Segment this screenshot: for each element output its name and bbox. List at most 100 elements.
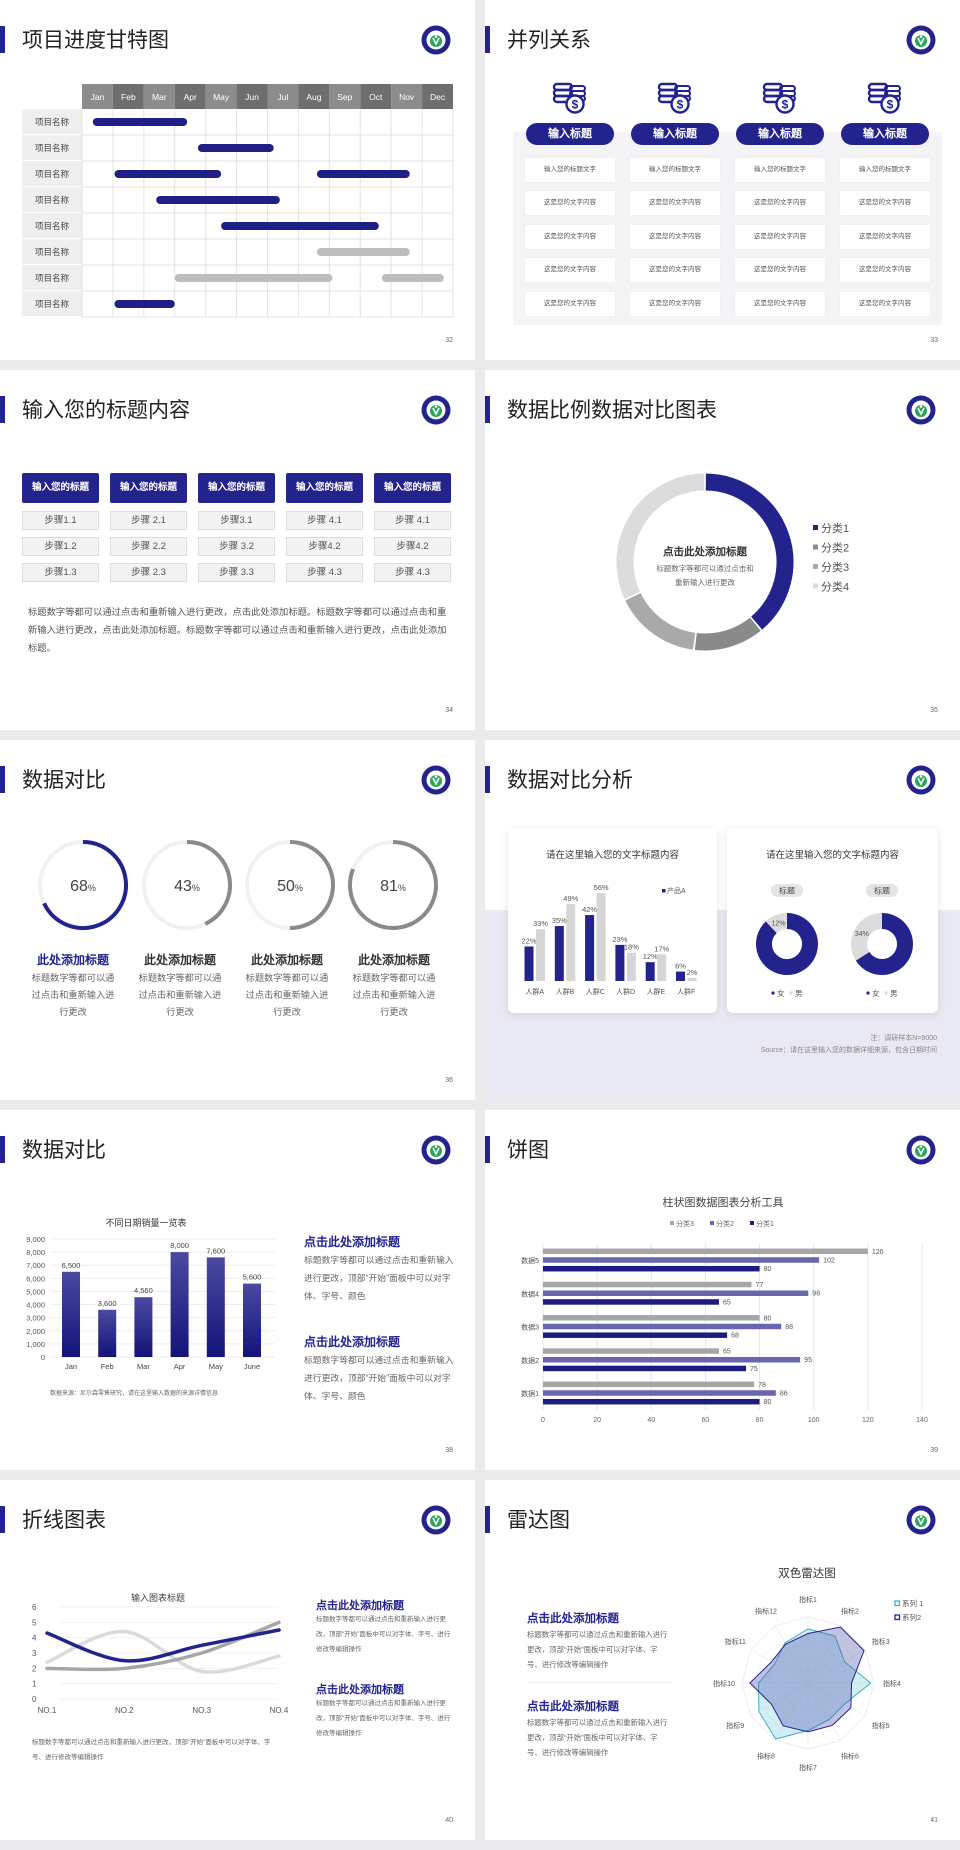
slide-title: 折线图表 — [22, 1509, 106, 1532]
x-tick-label: 20 — [593, 1417, 601, 1424]
item-title: 此处添加标题 — [143, 953, 216, 967]
school-emblem-logo — [421, 25, 451, 55]
bar — [543, 1290, 809, 1296]
page-number: 34 — [445, 707, 453, 714]
legend-label: 分类2 — [716, 1219, 734, 1228]
month-header-cell — [422, 84, 453, 109]
bar-value-label: 95 — [804, 1357, 812, 1364]
donut-chart: 分类1 分类2 分类3 分类4 — [616, 473, 849, 651]
bar-value-label: 80 — [764, 1315, 772, 1322]
ring-progress — [289, 840, 335, 930]
bar — [243, 1283, 261, 1357]
donut-label-pill — [771, 884, 803, 897]
category-label: 人群B — [556, 987, 575, 996]
gantt-bar — [114, 170, 222, 178]
row-label-cell — [22, 265, 82, 290]
slide-title: 雷达图 — [507, 1509, 570, 1532]
legend-swatch — [750, 1221, 754, 1225]
bar-value-label: 4,560 — [134, 1286, 153, 1295]
category-label: 数据3 — [521, 1323, 539, 1332]
donut-label: 标题 — [874, 886, 890, 896]
line-chart: 输入图表标题 0 1 2 3 4 5 6 NO.1 NO.2 NO.3 NO.4 — [32, 1592, 289, 1715]
bottom-text: 标题数字等都可以通过点击和重新输入进行更改，顶部“开始”面板中可以对字体、字号、… — [32, 1739, 271, 1761]
row-label: 项目名称 — [35, 169, 70, 179]
progress-rings: 68% 43% 50% 81% — [38, 840, 438, 930]
month-label: Aug — [306, 92, 321, 102]
slide-title: 项目进度甘特图 — [22, 29, 169, 52]
row-label: 项目名称 — [35, 273, 70, 283]
month-header-cell — [267, 84, 299, 109]
bar — [657, 954, 667, 981]
donut-slice-female — [756, 913, 818, 975]
x-tick-label: 80 — [756, 1417, 764, 1424]
ring-value-unit: % — [295, 883, 303, 893]
bar-value-label: 5,600 — [243, 1273, 262, 1282]
ring-value-number: 68 — [70, 878, 88, 895]
page-number: 39 — [930, 1447, 938, 1454]
bar — [543, 1332, 728, 1338]
bar — [206, 1257, 225, 1357]
month-label: Oct — [369, 92, 383, 102]
school-emblem-logo — [906, 1505, 936, 1535]
ring-value-unit: % — [192, 883, 200, 893]
month-header-cell — [174, 84, 206, 109]
axis-label: 指标7 — [799, 1763, 817, 1772]
radar-spoke — [774, 1625, 809, 1684]
ring-progress — [186, 840, 232, 926]
row-label: 项目名称 — [35, 143, 70, 153]
donut-slice — [694, 617, 761, 651]
block-title: 点击此处添加标题 — [304, 1335, 401, 1349]
category-label: 人群A — [525, 987, 544, 996]
legend-label: 分类2 — [821, 541, 849, 555]
donut-slice — [616, 473, 705, 599]
radar-series — [749, 1626, 865, 1733]
x-tick-label: 120 — [862, 1417, 874, 1424]
slide-34: 输入您的标题内容 34 输入您的标题 步骤1.1 步骤1.2 步骤1.3 输入您的标题 步骤 … — [0, 370, 475, 730]
axis-label: 指标2 — [841, 1606, 859, 1615]
bar — [543, 1299, 719, 1305]
bar-label: 33% — [533, 919, 548, 928]
donut-slice — [705, 473, 794, 630]
bar-label: 6% — [675, 962, 686, 971]
bar — [543, 1357, 801, 1363]
step-box: 步骤 2.2 — [110, 537, 187, 556]
bar — [543, 1248, 868, 1255]
category-label: 数据2 — [521, 1356, 539, 1365]
block-title: 点击此处添加标题 — [316, 1684, 404, 1696]
column-title-pill: 输入标题 — [631, 123, 719, 145]
x-tick-label: Feb — [101, 1362, 114, 1371]
bar-value-label: 88 — [785, 1324, 793, 1331]
bar — [615, 944, 625, 981]
chart-title: 柱状图数据图表分析工具 — [663, 1195, 784, 1209]
slide-title: 数据对比 — [22, 1139, 106, 1162]
list-item: 输入您的标题文字 — [630, 158, 720, 182]
slide-37: 数据对比分析37请在这里输入您的文字标题内容请在这里输入您的文字标题内容注：调研… — [485, 740, 960, 1100]
slide-32: 项目进度甘特图 32 Jan Feb Mar Apr May Jun Jul Aug Sep Oct N… — [0, 0, 475, 360]
month-label: Jun — [245, 92, 259, 102]
list-item: 这是您的文字内容 — [735, 291, 825, 316]
list-item: 这是您的文字内容 — [840, 258, 930, 283]
legend-swatch — [662, 889, 666, 893]
step-box: 步骤 4.1 — [286, 511, 363, 530]
category-label: 人群D — [616, 987, 635, 996]
step-box: 步骤 4.3 — [286, 563, 363, 582]
x-tick-label: 0 — [541, 1417, 545, 1424]
x-tick-label: June — [244, 1362, 260, 1371]
x-tick-label: Apr — [174, 1362, 186, 1371]
slide-36: 数据对比 36 68% 43% 50% 81% 此处添加标题 标题数字等都可以通过点击和重新输… — [0, 740, 475, 1100]
gantt-bar — [156, 196, 280, 204]
bar-value-label: 120 — [872, 1249, 884, 1256]
legend-swatch — [894, 1614, 901, 1621]
axis-label: 指标1 — [799, 1595, 817, 1604]
title-accent-bar — [0, 766, 5, 793]
school-emblem-logo — [906, 765, 936, 795]
slide-title: 饼图 — [507, 1139, 549, 1162]
bar — [536, 929, 545, 981]
row-label-cell — [22, 239, 82, 264]
month-label: Dec — [430, 92, 446, 102]
row-label: 项目名称 — [35, 221, 70, 231]
step-header: 输入您的标题 — [22, 473, 99, 503]
y-tick-label: 5 — [32, 1618, 37, 1627]
x-tick-label: NO.4 — [270, 1706, 289, 1715]
list-item: 这是您的文字内容 — [630, 191, 720, 216]
